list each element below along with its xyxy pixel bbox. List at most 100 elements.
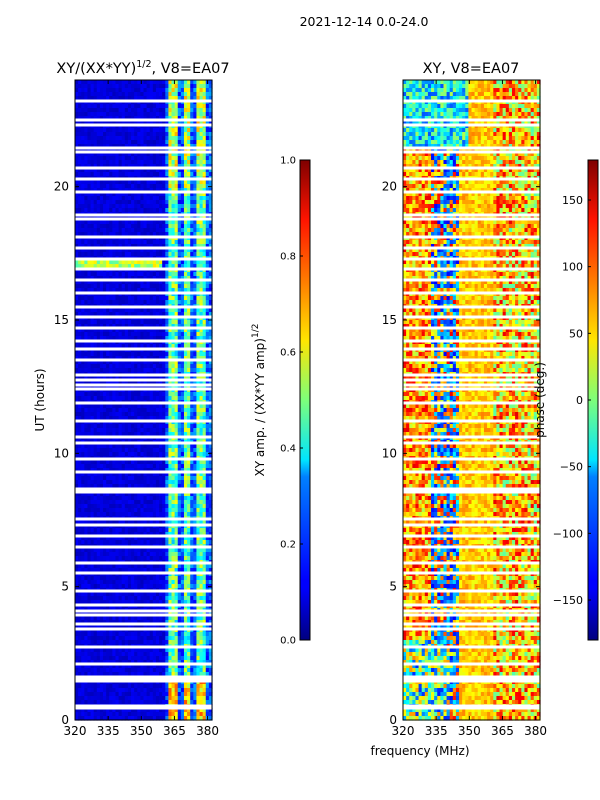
amplitude-cell [81,492,85,497]
amplitude-cell [168,280,173,285]
amplitude-cell [99,108,104,113]
amplitude-cell [109,308,113,313]
amplitude-cell [84,160,89,165]
amplitude-cell [146,444,151,449]
amplitude-cell [131,96,135,101]
amplitude-cell [131,364,135,369]
amplitude-cell [199,528,204,533]
amplitude-cell [127,328,132,333]
amplitude-cell [152,520,157,525]
amplitude-cell [193,148,198,153]
amplitude-cell [152,352,157,357]
amplitude-cell [96,252,101,257]
amplitude-cell [109,288,113,293]
amplitude-cell [146,188,151,193]
amplitude-cell [202,396,207,401]
amplitude-cell [124,424,129,429]
amplitude-cell [149,160,154,165]
amplitude-cell [131,152,135,157]
amplitude-cell [96,168,101,173]
amplitude-cell [149,528,154,533]
amplitude-cell [106,188,110,193]
amplitude-cell [183,368,188,373]
amplitude-cell [127,160,132,165]
amplitude-cell [87,432,92,437]
amplitude-cell [112,472,117,477]
amplitude-cell [115,416,120,421]
amplitude-cell [146,492,151,497]
amplitude-cell [78,312,82,317]
amplitude-cell [121,428,126,433]
amplitude-cell [143,508,148,513]
amplitude-cell [171,520,176,525]
amplitude-cell [146,344,151,349]
amplitude-cell [75,148,79,153]
amplitude-cell [124,508,129,513]
amplitude-cell [140,492,145,497]
amplitude-cell [187,244,191,249]
amplitude-cell [162,260,166,265]
amplitude-cell [171,252,176,257]
amplitude-cell [99,508,104,513]
amplitude-cell [87,392,92,397]
amplitude-cell [118,132,123,137]
amplitude-cell [193,220,198,225]
amplitude-cell [140,320,145,325]
amplitude-cell [112,328,117,333]
amplitude-cell [140,260,145,265]
amplitude-cell [81,452,85,457]
amplitude-cell [134,504,138,509]
amplitude-cell [93,484,98,489]
amplitude-cell [75,504,79,509]
amplitude-cell [143,472,148,477]
amplitude-cell [78,272,82,277]
amplitude-cell [81,432,85,437]
amplitude-cell [171,464,176,469]
amplitude-cell [124,80,129,85]
amplitude-cell [190,284,194,289]
amplitude-cell [162,476,166,481]
amplitude-cell [87,272,92,277]
amplitude-cell [202,460,207,465]
amplitude-cell [137,288,141,293]
amplitude-cell [180,324,185,329]
amplitude-cell [118,80,123,85]
amplitude-cell [109,220,113,225]
amplitude-cell [84,500,89,505]
amplitude-cell [171,476,176,481]
amplitude-cell [174,528,179,533]
amplitude-cell [121,200,126,205]
amplitude-cell [137,468,141,473]
amplitude-cell [152,104,157,109]
amplitude-cell [124,120,129,125]
amplitude-cell [140,300,145,305]
amplitude-cell [159,320,163,325]
amplitude-cell [205,364,210,369]
amplitude-cell [155,380,160,385]
amplitude-cell [149,460,154,465]
amplitude-cell [87,220,92,225]
amplitude-cell [152,360,157,365]
amplitude-cell [199,344,204,349]
amplitude-cell [183,120,188,125]
amplitude-cell [81,272,85,277]
amplitude-cell [165,80,170,85]
amplitude-cell [199,152,204,157]
amplitude-cell [168,376,173,381]
amplitude-cell [146,404,151,409]
amplitude-cell [99,468,104,473]
amplitude-cell [180,296,185,301]
amplitude-cell [87,520,92,525]
amplitude-cell [99,424,104,429]
amplitude-cell [168,168,173,173]
amplitude-cell [93,296,98,301]
amplitude-cell [168,132,173,137]
amplitude-cell [112,520,117,525]
amplitude-cell [155,136,160,141]
amplitude-cell [168,464,173,469]
amplitude-cell [131,476,135,481]
amplitude-cell [196,160,201,165]
amplitude-cell [93,320,98,325]
amplitude-cell [183,396,188,401]
amplitude-cell [78,344,82,349]
